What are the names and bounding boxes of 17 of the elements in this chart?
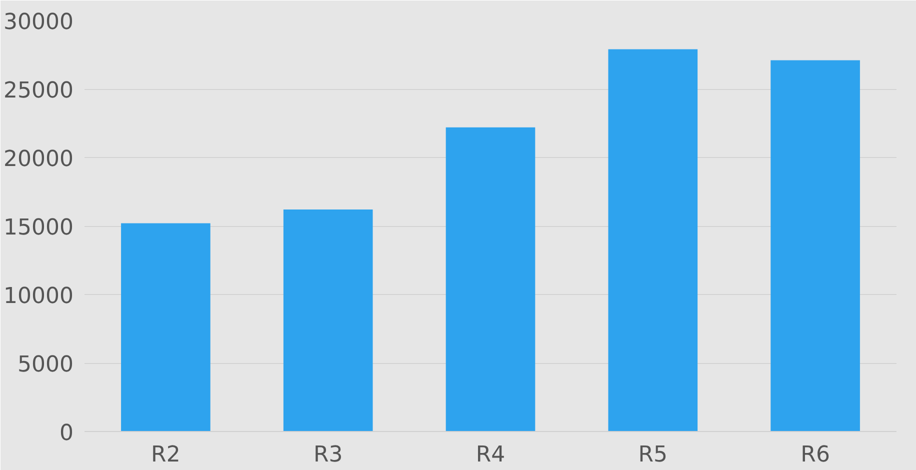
x-tick-label: R2 — [151, 442, 180, 468]
y-tick-label: 15000 — [4, 216, 74, 240]
bar — [770, 60, 860, 432]
y-tick-label: 5000 — [18, 352, 74, 378]
bar — [283, 210, 373, 432]
y-tick-label: 20000 — [4, 147, 74, 172]
y-tick-label: 0 — [60, 421, 74, 446]
x-tick-label: R5 — [638, 442, 668, 468]
y-tick-label: 10000 — [4, 284, 74, 309]
x-tick-label: R6 — [800, 442, 830, 468]
x-tick-label: R4 — [476, 442, 506, 468]
y-tick-label: 25000 — [4, 78, 74, 104]
x-tick-label: R3 — [313, 442, 343, 468]
y-tick-label: 30000 — [4, 10, 74, 35]
bar — [608, 49, 698, 432]
bar — [121, 223, 210, 432]
bar — [446, 127, 536, 432]
